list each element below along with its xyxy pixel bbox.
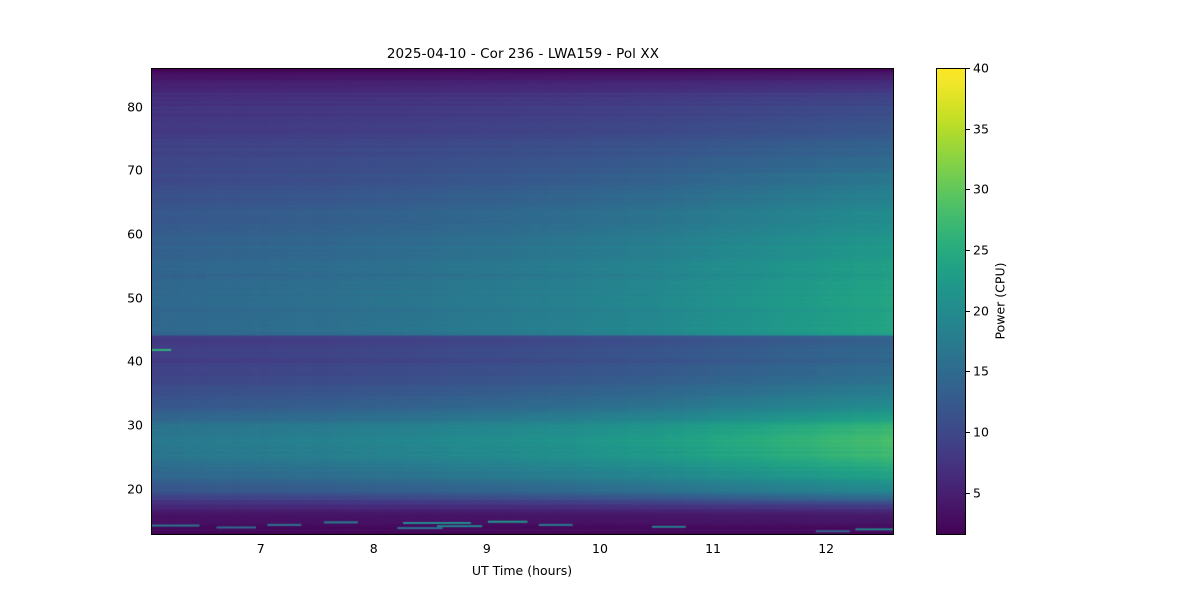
y-tick-minor bbox=[151, 140, 152, 141]
y-tick-label: 30 bbox=[127, 417, 143, 433]
y-tick-label: 70 bbox=[127, 162, 143, 178]
chart-title: 2025-04-10 - Cor 236 - LWA159 - Pol XX bbox=[386, 46, 660, 62]
colorbar-tick-label: 20 bbox=[973, 303, 989, 319]
colorbar-tick-label: 25 bbox=[973, 242, 989, 258]
y-tick-label: 60 bbox=[127, 226, 143, 242]
colorbar-tick-label: 15 bbox=[973, 363, 989, 379]
x-axis-title: UT Time (hours) bbox=[471, 563, 573, 578]
y-tick-major bbox=[151, 235, 152, 236]
y-tick-major bbox=[151, 299, 152, 300]
x-axis-tick-labels: 7 8 9 10 11 12 bbox=[151, 541, 894, 561]
y-tick-minor bbox=[151, 203, 152, 204]
x-tick-label: 12 bbox=[818, 541, 835, 556]
y-tick-label: 80 bbox=[127, 99, 143, 115]
colorbar-tick bbox=[966, 431, 970, 433]
colorbar-tick bbox=[966, 128, 970, 130]
x-tick-label: 8 bbox=[369, 541, 378, 556]
colorbar bbox=[936, 68, 966, 535]
y-tick-minor bbox=[151, 330, 152, 331]
x-tick-label: 10 bbox=[592, 541, 608, 556]
dynamic-spectrum-image bbox=[152, 69, 893, 534]
y-tick-minor bbox=[151, 458, 152, 459]
x-tick-label: 7 bbox=[256, 541, 265, 556]
spectrogram-axes bbox=[151, 68, 894, 535]
colorbar-tick bbox=[966, 371, 970, 373]
y-tick-minor bbox=[151, 521, 152, 522]
colorbar-tick-label: 30 bbox=[973, 181, 989, 197]
y-tick-major bbox=[151, 362, 152, 363]
colorbar-tick bbox=[966, 68, 970, 69]
y-tick-minor bbox=[151, 76, 152, 77]
colorbar-tick bbox=[966, 189, 970, 191]
colorbar-title: Power (CPU) bbox=[992, 262, 1008, 340]
y-tick-label: 50 bbox=[127, 290, 143, 306]
colorbar-tick bbox=[966, 249, 970, 251]
colorbar-tick-label: 35 bbox=[973, 121, 989, 137]
y-tick-major bbox=[151, 171, 152, 172]
colorbar-tick-labels: 5 10 15 20 25 30 35 40 bbox=[966, 61, 1026, 535]
y-tick-major bbox=[151, 490, 152, 491]
colorbar-tick-label: 5 bbox=[973, 485, 981, 501]
colorbar-tick-label: 40 bbox=[973, 60, 989, 76]
y-tick-minor bbox=[151, 394, 152, 395]
y-tick-minor bbox=[151, 267, 152, 268]
colorbar-tick-label: 10 bbox=[973, 424, 989, 440]
x-tick-label: 11 bbox=[705, 541, 721, 556]
colorbar-tick bbox=[966, 310, 970, 312]
y-axis-tick-labels: 20 30 40 50 60 70 80 bbox=[101, 68, 143, 535]
y-tick-label: 20 bbox=[127, 481, 143, 497]
x-tick-label: 9 bbox=[482, 541, 491, 556]
colorbar-tick bbox=[966, 492, 970, 494]
y-tick-major bbox=[151, 426, 152, 427]
y-tick-major bbox=[151, 108, 152, 109]
colorbar-gradient bbox=[937, 69, 965, 534]
y-tick-label: 40 bbox=[127, 353, 143, 369]
